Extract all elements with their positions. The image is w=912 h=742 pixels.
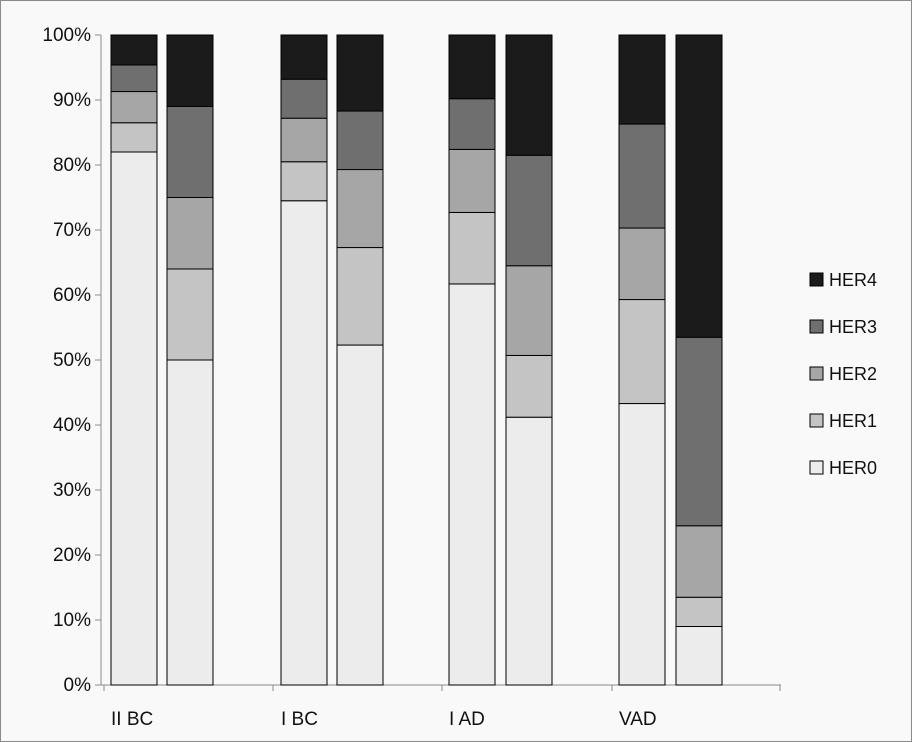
- legend-swatch-her0: [809, 460, 824, 475]
- bar-segment-her1: [110, 122, 158, 153]
- bar-segment-her0: [280, 200, 328, 686]
- bar-segment-her2: [336, 169, 384, 249]
- bar-segment-her4: [618, 34, 666, 125]
- bar-segment-her3: [618, 123, 666, 229]
- bar-segment-her3: [448, 98, 496, 150]
- bar-segment-her1: [336, 247, 384, 346]
- x-category-label: I AD: [449, 709, 485, 730]
- bar-segment-her0: [166, 359, 214, 686]
- legend-swatch-her3: [809, 319, 824, 334]
- bar-segment-her3: [110, 64, 158, 93]
- legend-label: HER1: [829, 411, 877, 431]
- bar-segment-her3: [505, 154, 553, 267]
- bar-segment-her1: [166, 268, 214, 361]
- legend-swatch-her4: [809, 272, 824, 287]
- y-tick-label: 10%: [53, 610, 91, 631]
- bar-segment-her0: [505, 416, 553, 686]
- legend-label: HER3: [829, 317, 877, 337]
- y-tick-label: 30%: [53, 480, 91, 501]
- y-tick-label: 40%: [53, 415, 91, 436]
- x-category-label: VAD: [619, 709, 657, 730]
- bar-segment-her4: [110, 34, 158, 66]
- legend-swatch-her1: [809, 413, 824, 428]
- bar-segment-her2: [618, 227, 666, 301]
- bar-segment-her3: [166, 106, 214, 198]
- bar-segment-her1: [505, 354, 553, 418]
- bar-segment-her4: [675, 34, 723, 338]
- bar-segment-her4: [336, 34, 384, 112]
- bar-segment-her1: [618, 299, 666, 405]
- y-tick-label: 100%: [42, 25, 91, 46]
- bar-segment-her3: [280, 78, 328, 119]
- bar-segment-her4: [280, 34, 328, 80]
- y-tick-label: 80%: [53, 155, 91, 176]
- bar-segment-her3: [675, 336, 723, 527]
- y-tick-label: 20%: [53, 545, 91, 566]
- bar-segment-her1: [280, 161, 328, 202]
- bar-segment-her0: [448, 283, 496, 686]
- bar-segment-her0: [336, 344, 384, 686]
- y-tick-label: 70%: [53, 220, 91, 241]
- bar-segment-her0: [618, 403, 666, 686]
- legend-swatch-her2: [809, 366, 824, 381]
- y-tick-label: 0%: [64, 675, 92, 696]
- bar-segment-her2: [675, 525, 723, 598]
- x-category-label: I BC: [281, 709, 318, 730]
- y-tick-label: 60%: [53, 285, 91, 306]
- bar-segment-her2: [448, 148, 496, 213]
- y-tick-label: 50%: [53, 350, 91, 371]
- legend-label: HER4: [829, 270, 877, 290]
- legend-label: HER0: [829, 458, 877, 478]
- bar-segment-her4: [505, 34, 553, 156]
- bar-segment-her2: [505, 265, 553, 356]
- bar-segment-her2: [280, 117, 328, 163]
- bar-segment-her1: [675, 596, 723, 627]
- y-tick-label: 90%: [53, 90, 91, 111]
- bar-segment-her1: [448, 211, 496, 285]
- x-category-label: II BC: [111, 709, 153, 730]
- bar-segment-her4: [448, 34, 496, 100]
- bar-segment-her0: [110, 151, 158, 686]
- bar-segment-her0: [675, 626, 723, 686]
- bar-segment-her2: [166, 197, 214, 270]
- bar-segment-her2: [110, 91, 158, 124]
- bar-segment-her4: [166, 34, 214, 107]
- legend-label: HER2: [829, 364, 877, 384]
- bar-segment-her3: [336, 110, 384, 171]
